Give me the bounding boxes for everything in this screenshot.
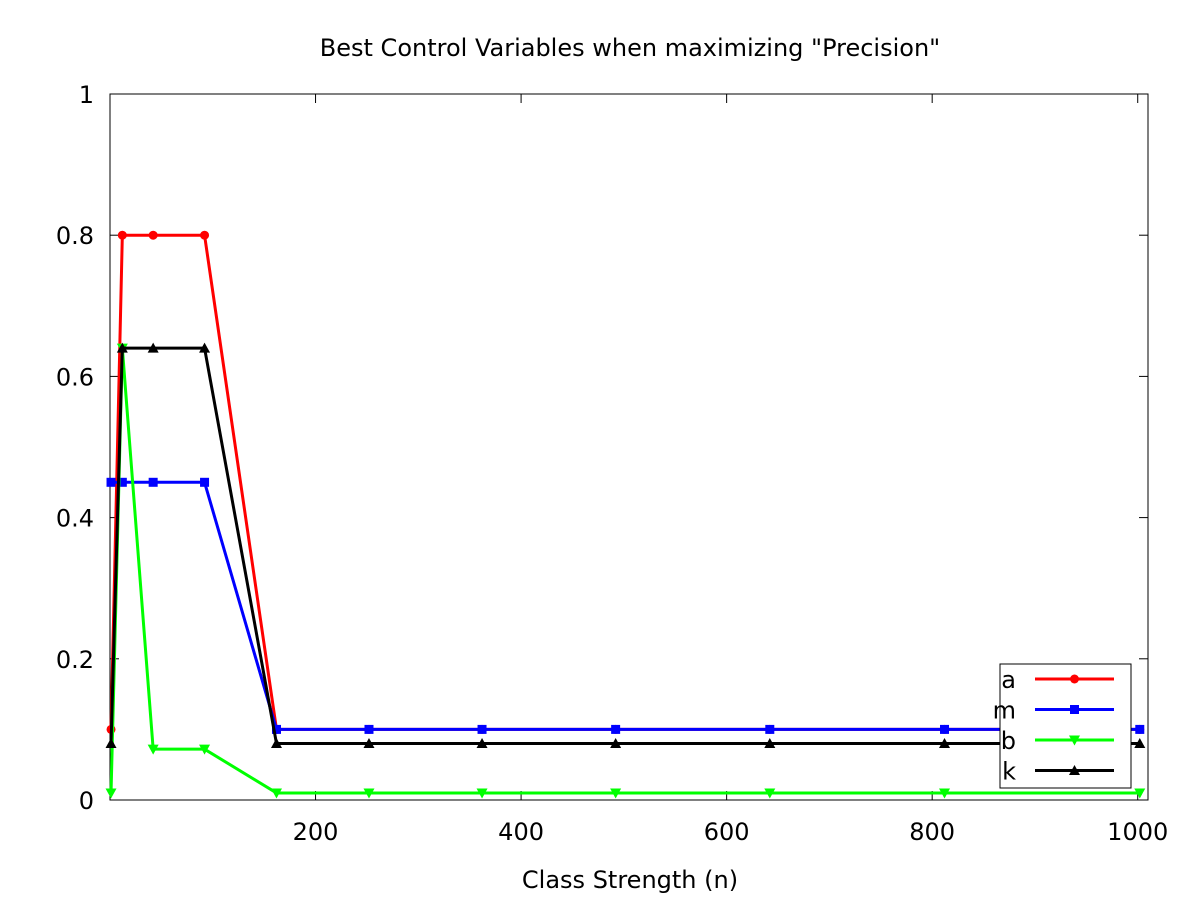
data-point-m	[117, 477, 127, 487]
data-point-k	[270, 738, 282, 749]
x-tick-label: 800	[909, 818, 955, 846]
data-point-m	[271, 724, 281, 734]
series-line-b	[109, 346, 1140, 795]
legend-marker-k	[1069, 765, 1080, 775]
data-point-k	[764, 738, 776, 749]
legend-label-b: b	[1001, 727, 1016, 755]
data-point-k	[939, 738, 951, 749]
chart-title: Best Control Variables when maximizing "…	[320, 34, 940, 62]
data-point-m	[765, 724, 775, 734]
x-axis-label: Class Strength (n)	[522, 866, 738, 894]
legend-marker-a	[1070, 674, 1079, 684]
data-point-b	[476, 788, 488, 799]
series-k	[105, 342, 1146, 749]
x-tick-label: 600	[704, 818, 750, 846]
legend-label-a: a	[1001, 666, 1016, 694]
data-point-k	[476, 738, 488, 749]
data-point-k	[105, 738, 117, 749]
series-layer	[105, 230, 1146, 799]
data-point-k	[199, 342, 211, 353]
data-point-m	[611, 724, 621, 734]
data-point-m	[940, 724, 950, 734]
legend-marker-m	[1070, 705, 1079, 714]
legend-box	[999, 663, 1132, 789]
data-point-b	[270, 788, 282, 799]
data-point-b	[363, 788, 375, 799]
x-tick-label: 200	[293, 818, 339, 846]
data-point-b	[939, 788, 951, 799]
data-point-b	[199, 744, 211, 755]
data-point-k	[147, 342, 159, 353]
series-line-a	[109, 233, 1140, 731]
plot-frame	[109, 93, 1149, 801]
data-point-b	[147, 744, 159, 755]
data-point-b	[610, 788, 622, 799]
series-line-m	[111, 480, 1140, 731]
axes: 0 0.2 0.4 0.6 0.8 1 200 400 600 800 1000	[56, 81, 1168, 846]
data-point-m	[148, 477, 158, 487]
series-m	[106, 477, 1145, 734]
data-point-m	[106, 477, 116, 487]
y-tick-label: 0.8	[56, 222, 94, 250]
legend-label-k: k	[1002, 758, 1016, 786]
data-point-k	[1134, 738, 1146, 749]
data-point-a	[117, 230, 127, 240]
data-point-k	[610, 738, 622, 749]
data-point-b	[764, 788, 776, 799]
y-tick-label: 0.4	[56, 505, 94, 533]
x-tick-label: 1000	[1107, 818, 1168, 846]
data-point-k	[116, 342, 128, 353]
data-point-m	[477, 724, 487, 734]
y-tick-label: 0.6	[56, 363, 94, 391]
y-tick-label: 1	[79, 81, 94, 109]
data-point-k	[363, 738, 375, 749]
y-tick-label: 0	[79, 787, 94, 815]
data-point-a	[148, 230, 158, 240]
y-tick-label: 0.2	[56, 646, 94, 674]
legend-marker-b	[1069, 735, 1080, 746]
data-point-b	[1134, 788, 1146, 799]
series-line-k	[109, 346, 1140, 746]
data-point-m	[200, 477, 210, 487]
data-point-m	[364, 724, 374, 734]
data-point-a	[200, 230, 210, 240]
x-tick-label: 400	[498, 818, 544, 846]
data-point-m	[1135, 724, 1145, 734]
legend-label-m: m	[993, 697, 1016, 725]
series-b	[105, 343, 1146, 799]
data-point-b	[105, 788, 117, 799]
